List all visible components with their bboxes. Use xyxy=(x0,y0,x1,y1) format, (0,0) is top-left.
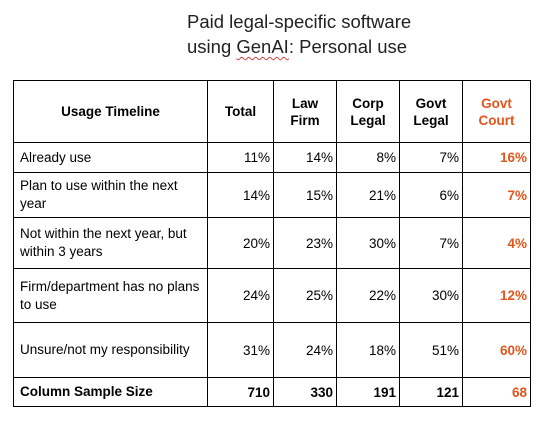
header-govt-court-line1: Govt xyxy=(481,95,512,111)
table-row: Already use 11% 14% 8% 7% 16% xyxy=(13,142,531,173)
table-row: Plan to use within the next year 14% 15%… xyxy=(13,172,531,218)
cell-law-firm: 23% xyxy=(273,217,337,269)
title-line-2: using GenAI: Personal use xyxy=(187,34,517,59)
row-label: Not within the next year, but within 3 y… xyxy=(13,217,208,269)
cell-govt-legal: 30% xyxy=(399,268,463,323)
cell-govt-legal: 51% xyxy=(399,322,463,378)
sample-size-row: Column Sample Size 710 330 191 121 68 xyxy=(13,377,531,407)
cell-govt-court: 7% xyxy=(462,172,531,218)
table-row: Firm/department has no plans to use 24% … xyxy=(13,268,531,323)
header-govt-legal: Govt Legal xyxy=(399,80,463,143)
cell-corp-legal: 30% xyxy=(336,217,400,269)
header-govt-court-line2: Court xyxy=(478,112,515,128)
title-line-2-prefix: using xyxy=(187,36,237,57)
cell-govt-court: 12% xyxy=(462,268,531,323)
cell-corp-legal: 191 xyxy=(336,377,400,407)
cell-corp-legal: 8% xyxy=(336,142,400,173)
cell-law-firm: 25% xyxy=(273,268,337,323)
cell-total: 24% xyxy=(207,268,274,323)
row-label: Column Sample Size xyxy=(13,377,208,407)
cell-govt-court: 16% xyxy=(462,142,531,173)
header-govt-legal-line1: Govt xyxy=(415,95,447,111)
cell-law-firm: 15% xyxy=(273,172,337,218)
header-law-firm-line2: Firm xyxy=(290,112,320,128)
cell-govt-court: 60% xyxy=(462,322,531,378)
header-govt-court: Govt Court xyxy=(462,80,531,143)
row-label: Already use xyxy=(13,142,208,173)
cell-govt-legal: 6% xyxy=(399,172,463,218)
header-law-firm: Law Firm xyxy=(273,80,337,143)
header-corp-legal: Corp Legal xyxy=(336,80,400,143)
usage-table: Usage Timeline Total Law Firm Corp Legal G… xyxy=(13,80,531,407)
cell-law-firm: 24% xyxy=(273,322,337,378)
row-label: Plan to use within the next year xyxy=(13,172,208,218)
title-flagged-word: GenAI xyxy=(236,36,289,57)
table-row: Not within the next year, but within 3 y… xyxy=(13,217,531,269)
cell-corp-legal: 18% xyxy=(336,322,400,378)
header-law-firm-line1: Law xyxy=(291,95,319,111)
cell-govt-legal: 121 xyxy=(399,377,463,407)
cell-total: 20% xyxy=(207,217,274,269)
cell-total: 11% xyxy=(207,142,274,173)
header-usage-timeline: Usage Timeline xyxy=(13,80,208,143)
chart-title: Paid legal-specific software using GenAI… xyxy=(187,9,517,59)
table-row: Unsure/not my responsibility 31% 24% 18%… xyxy=(13,322,531,378)
cell-total: 31% xyxy=(207,322,274,378)
header-govt-legal-line2: Legal xyxy=(413,112,449,128)
cell-total: 14% xyxy=(207,172,274,218)
cell-law-firm: 14% xyxy=(273,142,337,173)
header-corp-legal-line1: Corp xyxy=(352,95,384,111)
cell-total: 710 xyxy=(207,377,274,407)
header-total: Total xyxy=(207,80,274,143)
cell-corp-legal: 22% xyxy=(336,268,400,323)
header-row: Usage Timeline Total Law Firm Corp Legal G… xyxy=(13,80,531,143)
cell-govt-court: 4% xyxy=(462,217,531,269)
cell-corp-legal: 21% xyxy=(336,172,400,218)
cell-govt-legal: 7% xyxy=(399,217,463,269)
header-corp-legal-line2: Legal xyxy=(350,112,386,128)
title-line-1: Paid legal-specific software xyxy=(187,11,412,32)
row-label: Unsure/not my responsibility xyxy=(13,322,208,378)
cell-govt-court: 68 xyxy=(462,377,531,407)
cell-law-firm: 330 xyxy=(273,377,337,407)
title-line-2-suffix: : Personal use xyxy=(288,36,408,57)
cell-govt-legal: 7% xyxy=(399,142,463,173)
row-label: Firm/department has no plans to use xyxy=(13,268,208,323)
